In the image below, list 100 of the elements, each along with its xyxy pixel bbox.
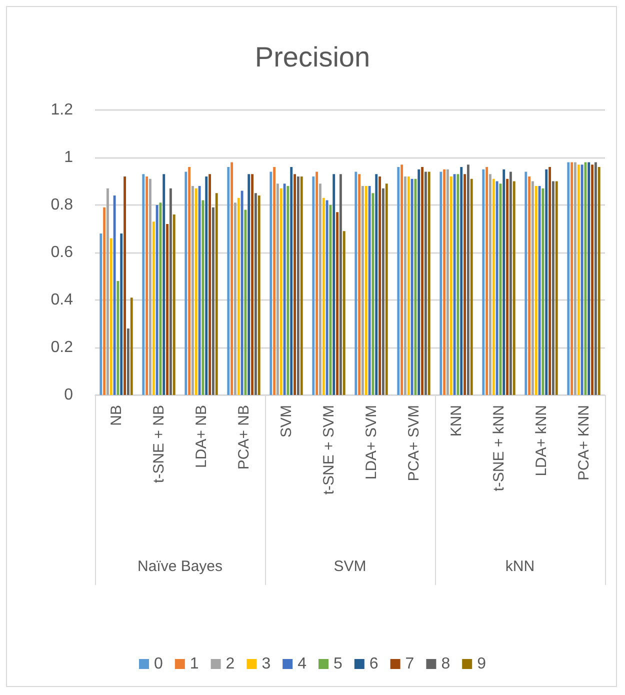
bar — [205, 176, 208, 395]
bar — [126, 328, 130, 395]
bar — [120, 234, 123, 395]
legend-label: 6 — [369, 656, 378, 672]
bar — [502, 169, 506, 395]
bar — [421, 167, 424, 395]
text: Naïve Bayes — [137, 558, 223, 575]
x-tick-label: PCA+ SVM — [405, 405, 422, 482]
bar — [496, 181, 498, 395]
bar — [375, 174, 378, 395]
legend-label: 5 — [334, 656, 342, 672]
bar — [100, 234, 102, 395]
text: kNN — [505, 558, 535, 575]
bar — [336, 212, 338, 395]
bar — [509, 172, 512, 395]
x-tick-label: t-SNE + SVM — [320, 405, 338, 495]
bar — [397, 167, 400, 395]
bar — [172, 214, 176, 395]
x-tick-label: PCA+ NB — [235, 405, 252, 470]
bar — [414, 178, 417, 395]
bar — [192, 186, 194, 395]
bar — [184, 172, 188, 395]
bar — [450, 176, 452, 395]
y-tick-label: 1.2 — [50, 102, 74, 118]
x-tick-label: LDA+ SVM — [362, 405, 380, 480]
bar — [542, 188, 544, 395]
bar — [453, 174, 456, 395]
bar — [506, 178, 508, 395]
bar — [532, 181, 534, 395]
y-tick-label: 1 — [64, 149, 74, 166]
bar — [400, 164, 404, 395]
x-tick-label: NB — [108, 405, 125, 426]
legend-label: 8 — [441, 656, 450, 672]
bar — [159, 202, 162, 395]
bar — [424, 172, 427, 395]
bar — [106, 188, 109, 395]
bar — [329, 205, 332, 395]
bar — [156, 205, 158, 395]
legend-label: 9 — [477, 656, 486, 672]
x-tick-label: PCA+ KNN — [575, 405, 592, 480]
bar — [580, 164, 584, 395]
bar — [130, 298, 133, 395]
legend-label: 0 — [154, 656, 164, 672]
bar — [240, 190, 244, 395]
bar — [570, 162, 574, 395]
text: SVM — [334, 558, 366, 575]
bar — [364, 186, 368, 395]
bar — [110, 238, 112, 395]
bar — [378, 176, 381, 395]
bar — [251, 174, 254, 395]
bar — [464, 174, 466, 395]
bar — [428, 172, 430, 395]
bar — [440, 172, 442, 395]
bar — [358, 174, 361, 395]
bar — [113, 196, 116, 395]
bar — [234, 202, 236, 395]
bar — [598, 167, 600, 395]
bar — [404, 176, 406, 395]
bar — [254, 193, 257, 395]
bar — [332, 174, 336, 395]
bar — [152, 222, 155, 395]
bar — [316, 172, 318, 395]
bar — [577, 164, 580, 395]
bar — [443, 169, 446, 395]
bar — [230, 162, 234, 395]
bar — [169, 188, 172, 395]
bar — [362, 186, 364, 395]
legend-label: 4 — [298, 656, 307, 672]
bar — [466, 164, 470, 395]
bar — [548, 167, 551, 395]
bar — [166, 224, 168, 395]
bar — [312, 176, 315, 395]
bar — [584, 162, 587, 395]
bar — [528, 176, 531, 395]
bar — [382, 188, 384, 395]
bar — [567, 162, 570, 395]
bar — [354, 172, 358, 395]
bar — [456, 174, 460, 395]
y-tick-label: 0.4 — [50, 292, 74, 308]
bar — [326, 200, 328, 395]
legend-label: 3 — [262, 656, 271, 672]
bar — [339, 174, 342, 395]
bar — [212, 207, 214, 395]
bar — [319, 184, 322, 395]
bar — [512, 181, 516, 395]
bar — [489, 174, 492, 395]
bar — [555, 181, 558, 395]
bar — [552, 181, 554, 395]
bar — [410, 178, 414, 395]
bar — [460, 167, 463, 395]
bar — [486, 167, 488, 395]
x-tick-label: t-SNE + kNN — [490, 405, 508, 492]
bar — [146, 176, 148, 395]
bar — [258, 196, 260, 395]
bar — [499, 184, 502, 395]
bar — [574, 162, 576, 395]
bar — [470, 178, 473, 395]
x-tick-label: t-SNE + NB — [150, 405, 168, 483]
y-tick-label: 0 — [64, 386, 74, 404]
bar — [116, 281, 120, 395]
